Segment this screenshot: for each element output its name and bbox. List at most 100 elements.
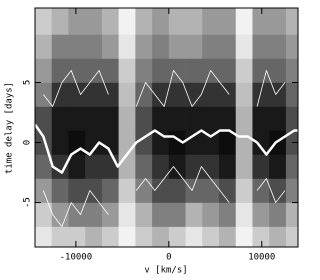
heat-cell <box>285 106 299 131</box>
heat-cell <box>252 202 270 227</box>
heat-cell <box>185 34 203 59</box>
x-tick-label: 10000 <box>248 253 275 263</box>
heat-cell <box>118 58 136 83</box>
heat-cell <box>101 58 119 83</box>
heat-cell <box>235 106 253 131</box>
heat-cell <box>35 106 53 131</box>
heat-cell <box>68 34 86 59</box>
heat-cell <box>118 154 136 179</box>
heat-cell <box>202 106 220 131</box>
heat-cell <box>68 58 86 83</box>
lower-line <box>42 166 286 227</box>
heat-cell <box>269 202 287 227</box>
heat-cell <box>85 202 103 227</box>
heat-cell <box>269 34 287 59</box>
heat-cell <box>269 58 287 83</box>
heat-cell <box>285 34 299 59</box>
heat-cell <box>185 82 203 107</box>
heat-cell <box>219 58 237 83</box>
heat-cell <box>252 106 270 131</box>
heat-cell <box>68 178 86 203</box>
heat-cell <box>285 178 299 203</box>
heat-cell <box>85 178 103 203</box>
heat-cell <box>101 34 119 59</box>
heat-cell <box>202 82 220 107</box>
heat-cell <box>135 130 153 155</box>
heat-cell <box>85 226 103 248</box>
heat-cell <box>285 58 299 83</box>
heat-cell <box>235 58 253 83</box>
heat-cell <box>202 178 220 203</box>
heat-cell <box>118 8 136 35</box>
heat-cell <box>101 8 119 35</box>
heat-cell <box>269 82 287 107</box>
heat-cell <box>235 82 253 107</box>
heat-cell <box>168 58 186 83</box>
heat-cell <box>35 154 53 179</box>
heat-cell <box>101 106 119 131</box>
heat-cell <box>185 58 203 83</box>
heat-cell <box>118 34 136 59</box>
heat-cell <box>118 82 136 107</box>
heat-cell <box>235 154 253 179</box>
heat-cell <box>185 202 203 227</box>
heat-cell <box>285 202 299 227</box>
heat-cell <box>252 130 270 155</box>
heat-cell <box>68 226 86 248</box>
y-tick-label: -5 <box>23 197 33 208</box>
heat-cell <box>219 154 237 179</box>
heat-cell <box>152 34 170 59</box>
heat-cell <box>152 106 170 131</box>
x-axis-label: v [km/s] <box>144 266 187 276</box>
heat-cell <box>202 8 220 35</box>
heat-cell <box>252 154 270 179</box>
heat-cell <box>185 106 203 131</box>
heat-cell <box>85 154 103 179</box>
heat-cell <box>168 82 186 107</box>
heat-cell <box>101 226 119 248</box>
heat-cell <box>202 226 220 248</box>
y-tick-label: 5 <box>23 80 33 85</box>
y-tick-label: 0 <box>23 140 33 145</box>
heat-cell <box>252 8 270 35</box>
heat-cell <box>168 8 186 35</box>
heat-cell <box>168 178 186 203</box>
heat-cell <box>68 8 86 35</box>
heat-cell <box>269 8 287 35</box>
y-axis-label: time delay [days] <box>5 82 15 174</box>
heat-cell <box>168 106 186 131</box>
heat-cell <box>35 226 53 248</box>
heat-cell <box>285 226 299 248</box>
heat-cell <box>152 58 170 83</box>
heat-cell <box>202 202 220 227</box>
heat-cell <box>85 82 103 107</box>
heat-cell <box>152 82 170 107</box>
heat-cell <box>269 178 287 203</box>
heat-cell <box>118 130 136 155</box>
heat-cell <box>135 154 153 179</box>
heat-cell <box>168 202 186 227</box>
heat-cell <box>252 58 270 83</box>
heat-cell <box>135 82 153 107</box>
heat-cell <box>168 34 186 59</box>
heat-cell <box>35 8 53 35</box>
heat-cell <box>135 58 153 83</box>
heat-cell <box>35 202 53 227</box>
heat-cell <box>252 82 270 107</box>
x-tick-label: 0 <box>166 253 171 263</box>
heat-cell <box>219 226 237 248</box>
heat-cell <box>135 178 153 203</box>
heat-cell <box>235 202 253 227</box>
heat-cell <box>51 34 69 59</box>
heat-cell <box>118 106 136 131</box>
heat-cell <box>269 154 287 179</box>
heat-cell <box>202 34 220 59</box>
heat-cell <box>252 178 270 203</box>
heat-cell <box>185 154 203 179</box>
x-tick-label: -10000 <box>60 253 93 263</box>
heat-cell <box>202 154 220 179</box>
heat-cell <box>101 202 119 227</box>
heat-cell <box>51 154 69 179</box>
heat-cell <box>285 8 299 35</box>
heat-cell <box>235 8 253 35</box>
